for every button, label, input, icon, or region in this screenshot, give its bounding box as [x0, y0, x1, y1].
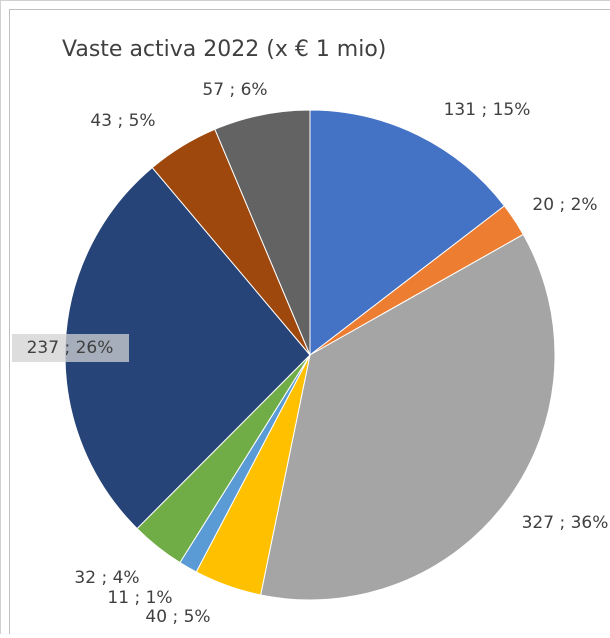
data-label: 32 ; 4% — [74, 568, 139, 588]
data-label: 237 ; 26% — [27, 338, 114, 358]
data-label: 20 ; 2% — [532, 195, 597, 215]
data-label: 43 ; 5% — [90, 111, 155, 131]
data-label: 131 ; 15% — [444, 100, 531, 120]
data-label: 57 ; 6% — [202, 80, 267, 100]
data-label: 40 ; 5% — [145, 607, 210, 627]
chart-title: Vaste activa 2022 (x € 1 mio) — [62, 37, 386, 62]
data-label: 327 ; 36% — [522, 513, 609, 533]
data-label: 11 ; 1% — [107, 588, 172, 608]
